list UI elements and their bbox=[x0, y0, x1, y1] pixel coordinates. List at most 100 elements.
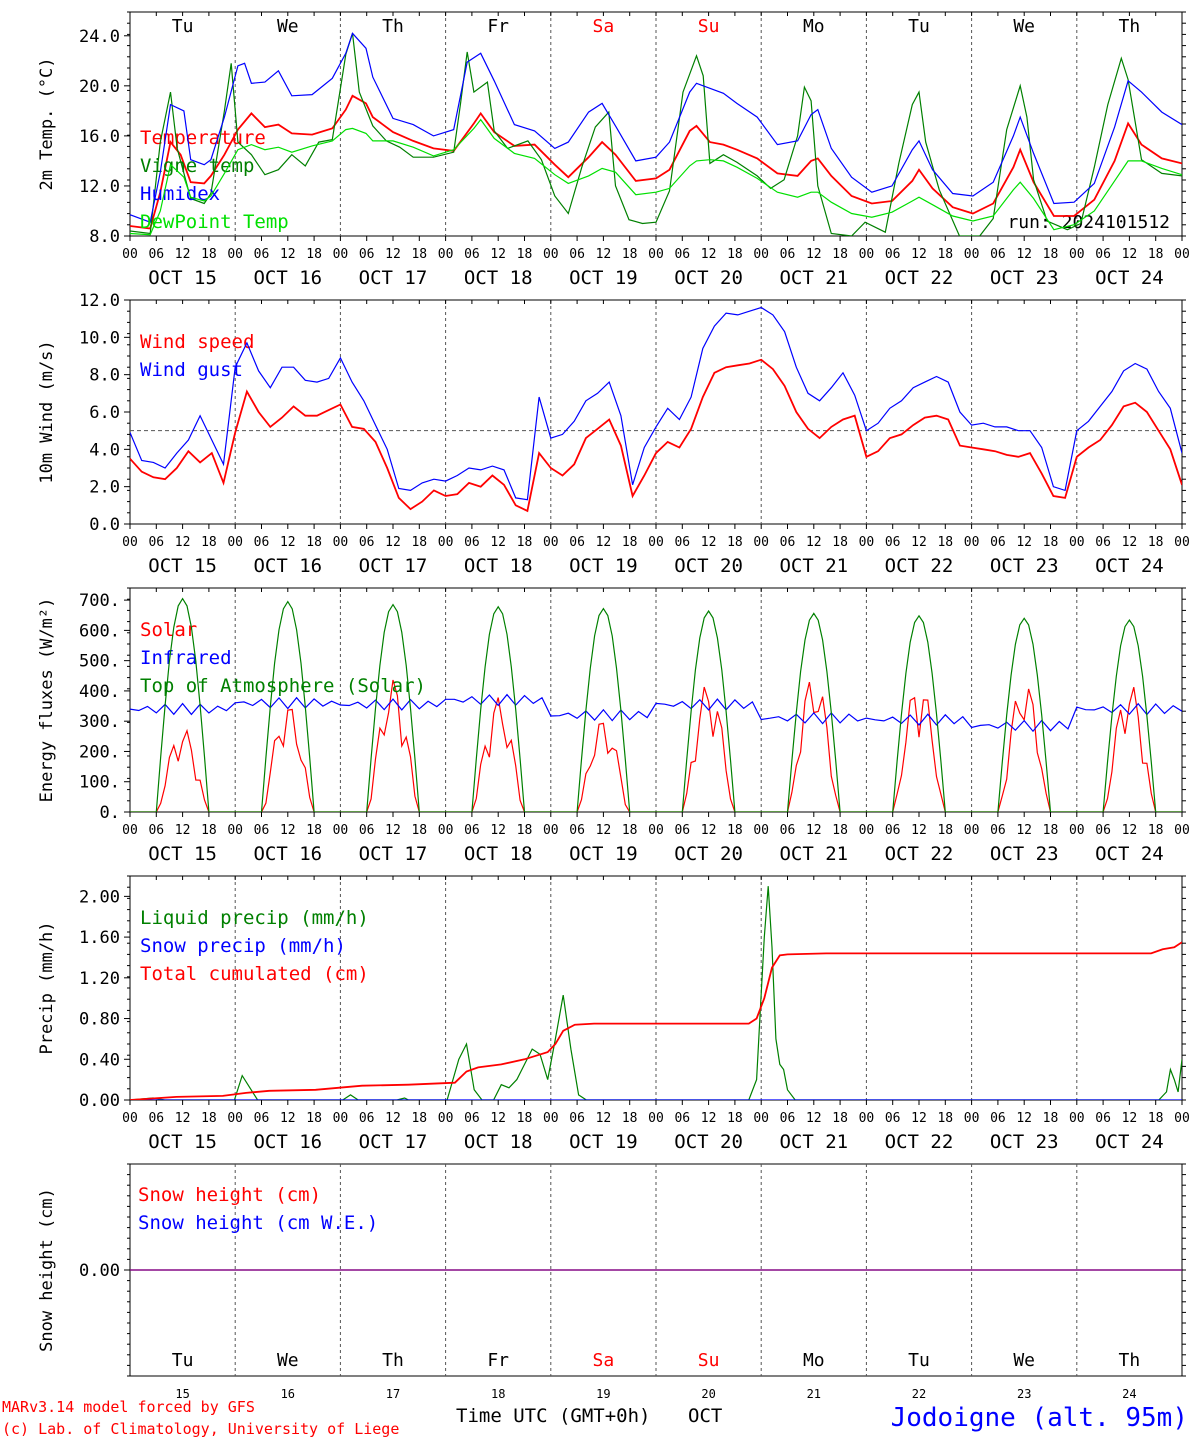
date-label: OCT 22 bbox=[885, 555, 954, 577]
hour-tick-label: 00 bbox=[859, 823, 875, 838]
hour-tick-label: 12 bbox=[385, 823, 401, 838]
hour-tick-label: 06 bbox=[1095, 247, 1111, 262]
hour-tick-label: 00 bbox=[438, 535, 454, 550]
hour-tick-label: 12 bbox=[490, 535, 506, 550]
hour-tick-label: 12 bbox=[806, 535, 822, 550]
date-label: OCT 20 bbox=[674, 555, 743, 577]
day-of-week-label: Tu bbox=[172, 16, 194, 37]
y-tick-label: 0.0 bbox=[89, 515, 120, 535]
hour-tick-label: 18 bbox=[1148, 535, 1164, 550]
legend-entry: Vigne temp bbox=[140, 155, 254, 177]
panel-energy: 0. 100. 200. 300. 400. 500. 600. 700. Energy flu… bbox=[37, 587, 1190, 865]
hour-tick-label: 00 bbox=[227, 823, 243, 838]
hour-tick-label: 00 bbox=[859, 535, 875, 550]
hour-tick-label: 00 bbox=[648, 823, 664, 838]
day-of-week-label: We bbox=[1013, 16, 1035, 37]
y-tick-label: 300. bbox=[79, 712, 120, 732]
day-of-week-label: Su bbox=[698, 16, 720, 37]
y-tick-label: 100. bbox=[79, 773, 120, 793]
hour-tick-label: 00 bbox=[753, 247, 769, 262]
hour-tick-label: 06 bbox=[990, 823, 1006, 838]
hour-tick-label: 00 bbox=[438, 823, 454, 838]
series-line-humidex bbox=[130, 32, 1182, 224]
hour-tick-label: 12 bbox=[280, 1111, 296, 1126]
date-label: OCT 20 bbox=[674, 1131, 743, 1153]
day-of-week-label: Mo bbox=[803, 1350, 825, 1371]
panel-snow: 0.00 Snow height (cm) Snow height (cm) Snow… bbox=[37, 1163, 1186, 1401]
day-of-week-label: Su bbox=[698, 1350, 720, 1371]
hour-tick-label: 18 bbox=[1043, 823, 1059, 838]
hour-tick-label: 00 bbox=[543, 247, 559, 262]
hour-tick-label: 06 bbox=[148, 535, 164, 550]
station-label: Jodoigne (alt. 95m) bbox=[891, 1403, 1188, 1433]
date-label: OCT 18 bbox=[464, 267, 533, 289]
hour-tick-label: 00 bbox=[122, 823, 138, 838]
panel-wind: 0.0 2.0 4.0 6.0 8.0 10.0 12.0 10m Wind (m/s) 00 0… bbox=[37, 291, 1190, 577]
hour-tick-label: 18 bbox=[832, 823, 848, 838]
hour-tick-label: 00 bbox=[964, 535, 980, 550]
hour-tick-label: 06 bbox=[885, 823, 901, 838]
day-number-label: 22 bbox=[912, 1387, 926, 1401]
hour-tick-label: 00 bbox=[648, 535, 664, 550]
hour-tick-label: 06 bbox=[885, 247, 901, 262]
hour-tick-label: 18 bbox=[411, 823, 427, 838]
hour-tick-label: 00 bbox=[333, 1111, 349, 1126]
hour-tick-label: 12 bbox=[806, 823, 822, 838]
hour-tick-label: 12 bbox=[1122, 247, 1138, 262]
hour-tick-label: 00 bbox=[227, 247, 243, 262]
hour-tick-label: 18 bbox=[727, 823, 743, 838]
hour-tick-label: 06 bbox=[1095, 823, 1111, 838]
hour-tick-label: 18 bbox=[832, 247, 848, 262]
day-of-week-label: Tu bbox=[908, 16, 930, 37]
hour-tick-label: 06 bbox=[254, 1111, 270, 1126]
y-tick-label: 8.0 bbox=[89, 366, 120, 386]
day-of-week-label: Th bbox=[1119, 1350, 1141, 1371]
hour-tick-label: 06 bbox=[569, 247, 585, 262]
series-line-solar bbox=[130, 679, 1182, 812]
date-label: OCT 22 bbox=[885, 267, 954, 289]
hour-tick-label: 18 bbox=[201, 247, 217, 262]
panel-frame bbox=[129, 587, 1183, 813]
hour-tick-label: 18 bbox=[622, 1111, 638, 1126]
hour-tick-label: 12 bbox=[1122, 823, 1138, 838]
hour-tick-label: 12 bbox=[1016, 247, 1032, 262]
date-label: OCT 15 bbox=[148, 1131, 217, 1153]
hour-tick-label: 18 bbox=[1043, 1111, 1059, 1126]
day-number-label: 17 bbox=[386, 1387, 400, 1401]
series-line-vigne-temp bbox=[130, 33, 1182, 236]
hour-tick-label: 12 bbox=[596, 247, 612, 262]
hour-tick-label: 06 bbox=[1095, 535, 1111, 550]
hour-tick-label: 12 bbox=[701, 247, 717, 262]
day-number-label: 21 bbox=[807, 1387, 821, 1401]
hour-tick-label: 12 bbox=[1016, 535, 1032, 550]
hour-tick-label: 18 bbox=[1043, 247, 1059, 262]
legend-entry: Wind gust bbox=[140, 359, 243, 381]
hour-tick-label: 12 bbox=[280, 535, 296, 550]
hour-tick-label: 18 bbox=[306, 823, 322, 838]
date-label: OCT 19 bbox=[569, 1131, 638, 1153]
hour-tick-label: 12 bbox=[596, 1111, 612, 1126]
hour-tick-label: 00 bbox=[859, 1111, 875, 1126]
hour-tick-label: 06 bbox=[359, 247, 375, 262]
date-label: OCT 16 bbox=[253, 1131, 322, 1153]
hour-tick-label: 00 bbox=[1069, 247, 1085, 262]
hour-tick-label: 12 bbox=[596, 535, 612, 550]
legend-entry: Snow precip (mm/h) bbox=[140, 935, 346, 957]
hour-tick-label: 18 bbox=[937, 823, 953, 838]
hour-tick-label: 06 bbox=[990, 535, 1006, 550]
hour-tick-label: 12 bbox=[1016, 823, 1032, 838]
hour-tick-label: 18 bbox=[1043, 535, 1059, 550]
hour-tick-label: 18 bbox=[201, 535, 217, 550]
date-label: OCT 17 bbox=[359, 555, 428, 577]
hour-tick-label: 12 bbox=[806, 247, 822, 262]
hour-tick-label: 06 bbox=[674, 823, 690, 838]
date-label: OCT 16 bbox=[253, 267, 322, 289]
hour-tick-label: 12 bbox=[490, 1111, 506, 1126]
hour-tick-label: 18 bbox=[832, 1111, 848, 1126]
series-line-liquid-precip-mm-h- bbox=[130, 886, 1182, 1100]
hour-tick-label: 06 bbox=[674, 535, 690, 550]
legend-entry: Temperature bbox=[140, 127, 266, 149]
hour-tick-label: 06 bbox=[885, 1111, 901, 1126]
hour-tick-label: 00 bbox=[227, 1111, 243, 1126]
y-tick-label: 24.0 bbox=[79, 27, 120, 47]
